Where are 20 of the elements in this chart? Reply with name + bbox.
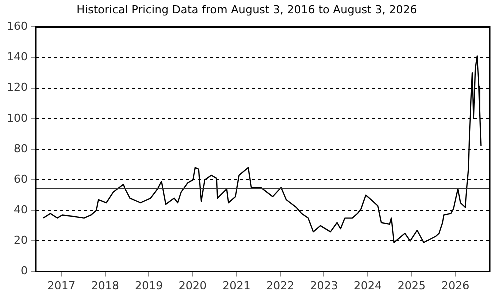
y-tick-label: 80 — [14, 142, 28, 156]
y-tick-label: 60 — [14, 172, 28, 186]
y-tick-label: 20 — [14, 234, 28, 248]
x-tick-label: 2021 — [222, 279, 251, 292]
y-tick-label: 160 — [6, 20, 28, 34]
x-tick-label: 2022 — [266, 279, 294, 292]
x-tick-label: 2023 — [310, 279, 338, 292]
x-tick-label: 2024 — [354, 279, 382, 292]
chart-title: Historical Pricing Data from August 3, 2016 to August 3, 2026 — [76, 3, 418, 16]
x-tick-label: 2019 — [135, 279, 164, 292]
x-tick-label: 2025 — [398, 279, 426, 292]
x-tick-label: 2026 — [442, 279, 470, 292]
y-tick-label: 40 — [14, 204, 28, 217]
x-tick-label: 2020 — [178, 279, 207, 292]
y-tick-label: 120 — [6, 81, 28, 94]
y-tick-label: 100 — [6, 112, 28, 125]
y-tick-label: 0 — [20, 264, 28, 278]
y-tick-label: 140 — [6, 50, 28, 64]
x-tick-label: 2018 — [91, 279, 120, 292]
x-tick-label: 2017 — [48, 279, 76, 292]
